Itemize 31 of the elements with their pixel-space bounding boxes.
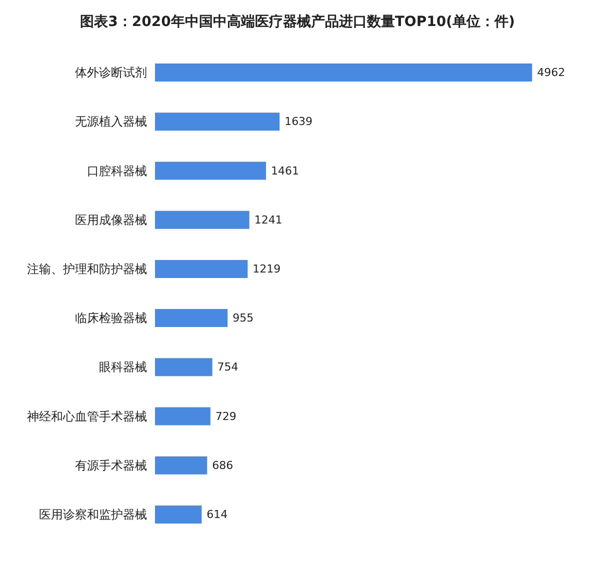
chart-title: 图表3：2020年中国中高端医疗器械产品进口数量TOP10(单位：件) (80, 13, 515, 30)
data-label: 1461 (271, 164, 300, 178)
y-tick-label: 口腔科器械 (87, 164, 147, 178)
data-label: 754 (217, 360, 238, 374)
y-tick-label: 体外诊断试剂 (75, 66, 147, 80)
y-tick-label: 有源手术器械 (75, 458, 147, 472)
data-label: 1639 (284, 115, 313, 128)
y-tick-label: 医用成像器械 (75, 212, 147, 227)
data-label: 729 (215, 410, 236, 423)
data-label: 1241 (254, 213, 282, 226)
bar (155, 112, 280, 131)
y-tick-label: 临床检验器械 (75, 311, 147, 326)
bar (155, 64, 532, 82)
data-label: 614 (206, 508, 228, 521)
data-label: 4962 (537, 66, 566, 80)
y-tick-label: 神经和心血管手术器械 (27, 409, 147, 424)
data-label: 686 (212, 458, 234, 472)
bar (155, 358, 212, 376)
bar (155, 407, 210, 426)
bar (155, 260, 248, 278)
y-tick-label: 无源植入器械 (75, 114, 147, 129)
data-label: 1219 (252, 262, 281, 276)
bar (155, 162, 266, 180)
bar (155, 210, 250, 229)
y-tick-label: 眼科器械 (99, 360, 147, 374)
data-label: 955 (232, 312, 254, 325)
bar (155, 309, 228, 328)
y-tick-label: 注输、护理和防护器械 (27, 262, 147, 276)
bar (155, 456, 208, 474)
y-tick-label: 医用诊察和监护器械 (39, 507, 147, 522)
bar (155, 505, 202, 524)
